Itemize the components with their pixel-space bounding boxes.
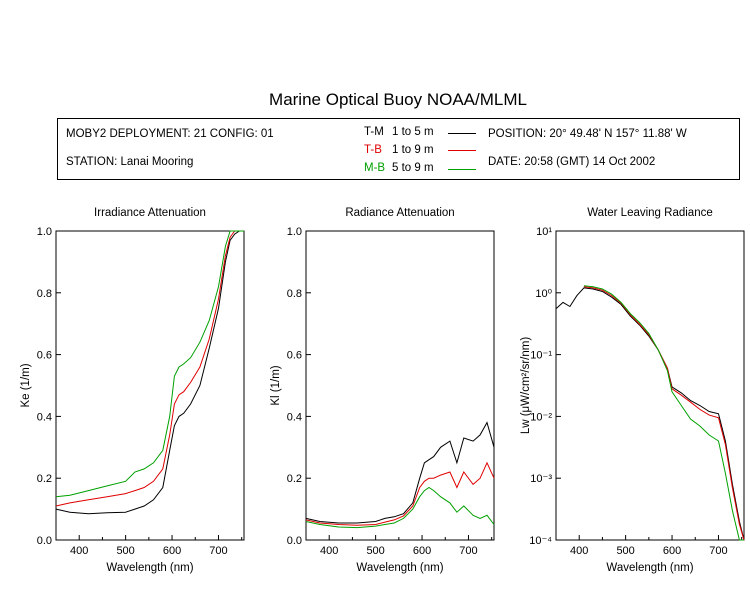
chart-title-0: Irradiance Attenuation xyxy=(94,207,206,219)
series-line-0-2 xyxy=(55,230,244,498)
legend-range-tb: 1 to 9 m xyxy=(392,144,434,156)
x-tick-label-0-2: 600 xyxy=(163,545,181,557)
y-tick-label-1-5: 1.0 xyxy=(287,226,302,238)
series-line-1-1 xyxy=(305,461,495,526)
y-tick-label-1-1: 0.2 xyxy=(287,473,302,485)
x-axis-label-2: Wavelength (nm) xyxy=(606,562,693,574)
y-axis-label-1: Kl (1/m) xyxy=(270,365,282,405)
y-tick-label-2-3: 10⁻² xyxy=(530,411,552,423)
x-tick-label-0-0: 400 xyxy=(70,545,88,557)
legend-name-mb: M-B xyxy=(364,162,386,174)
x-tick-label-2-3: 700 xyxy=(709,545,727,557)
x-tick-label-1-3: 700 xyxy=(459,545,477,557)
x-axis-label-1: Wavelength (nm) xyxy=(356,562,443,574)
y-tick-label-0-1: 0.2 xyxy=(37,473,52,485)
legend-range-tm: 1 to 5 m xyxy=(392,126,434,138)
x-tick-label-1-1: 500 xyxy=(366,545,384,557)
x-tick-label-0-3: 700 xyxy=(209,545,227,557)
info-box: MOBY2 DEPLOYMENT: 21 CONFIG: 01 STATION:… xyxy=(57,118,740,180)
y-axis-label-0: Ke (1/m) xyxy=(20,363,32,407)
y-tick-label-0-2: 0.4 xyxy=(37,411,52,423)
page-title: Marine Optical Buoy NOAA/MLML xyxy=(269,90,527,109)
series-line-2-2 xyxy=(583,285,744,541)
station-label: STATION: Lanai Mooring xyxy=(66,156,194,168)
series-line-1-2 xyxy=(305,486,495,529)
legend-range-mb: 5 to 9 m xyxy=(392,162,434,174)
date-label: DATE: 20:58 (GMT) 14 Oct 2002 xyxy=(488,156,656,168)
legend-name-tm: T-M xyxy=(364,126,384,138)
legend-line-mb xyxy=(448,169,476,170)
x-tick-label-2-2: 600 xyxy=(663,545,681,557)
y-tick-label-2-1: 10⁰ xyxy=(535,288,552,300)
y-tick-label-2-0: 10¹ xyxy=(536,226,552,238)
y-tick-label-2-2: 10⁻¹ xyxy=(530,350,552,362)
y-tick-label-1-3: 0.6 xyxy=(287,350,302,362)
chart-title-2: Water Leaving Radiance xyxy=(587,207,713,219)
series-line-2-0 xyxy=(555,287,745,541)
series-line-0-0 xyxy=(55,230,244,515)
legend-line-tm xyxy=(448,133,476,134)
series-line-0-1 xyxy=(55,230,244,507)
y-tick-label-1-4: 0.8 xyxy=(287,288,302,300)
y-tick-label-1-0: 0.0 xyxy=(287,535,302,547)
y-tick-label-0-3: 0.6 xyxy=(37,350,52,362)
y-tick-label-0-0: 0.0 xyxy=(37,535,52,547)
legend-name-tb: T-B xyxy=(364,144,382,156)
y-tick-label-0-4: 0.8 xyxy=(37,288,52,300)
x-axis-label-0: Wavelength (nm) xyxy=(106,562,193,574)
position-label: POSITION: 20° 49.48' N 157° 11.88' W xyxy=(488,128,687,140)
plot-frame-0 xyxy=(55,230,245,541)
legend-line-tb xyxy=(448,150,476,151)
deployment-label: MOBY2 DEPLOYMENT: 21 CONFIG: 01 xyxy=(66,128,274,140)
y-tick-label-1-2: 0.4 xyxy=(287,411,302,423)
y-tick-label-2-4: 10⁻³ xyxy=(530,473,552,485)
series-line-2-1 xyxy=(583,286,745,541)
y-axis-label-2: Lw (μW/cm²/sr/nm) xyxy=(520,337,532,435)
plot-frame-1 xyxy=(305,230,495,541)
x-tick-label-0-1: 500 xyxy=(116,545,134,557)
x-tick-label-1-0: 400 xyxy=(320,545,338,557)
series-line-1-0 xyxy=(305,421,495,524)
chart-title-1: Radiance Attenuation xyxy=(345,207,454,219)
x-tick-label-1-2: 600 xyxy=(413,545,431,557)
x-tick-label-2-0: 400 xyxy=(570,545,588,557)
y-tick-label-2-5: 10⁻⁴ xyxy=(529,535,552,547)
plot-frame-2 xyxy=(555,230,745,541)
x-tick-label-2-1: 500 xyxy=(616,545,634,557)
y-tick-label-0-5: 1.0 xyxy=(37,226,52,238)
